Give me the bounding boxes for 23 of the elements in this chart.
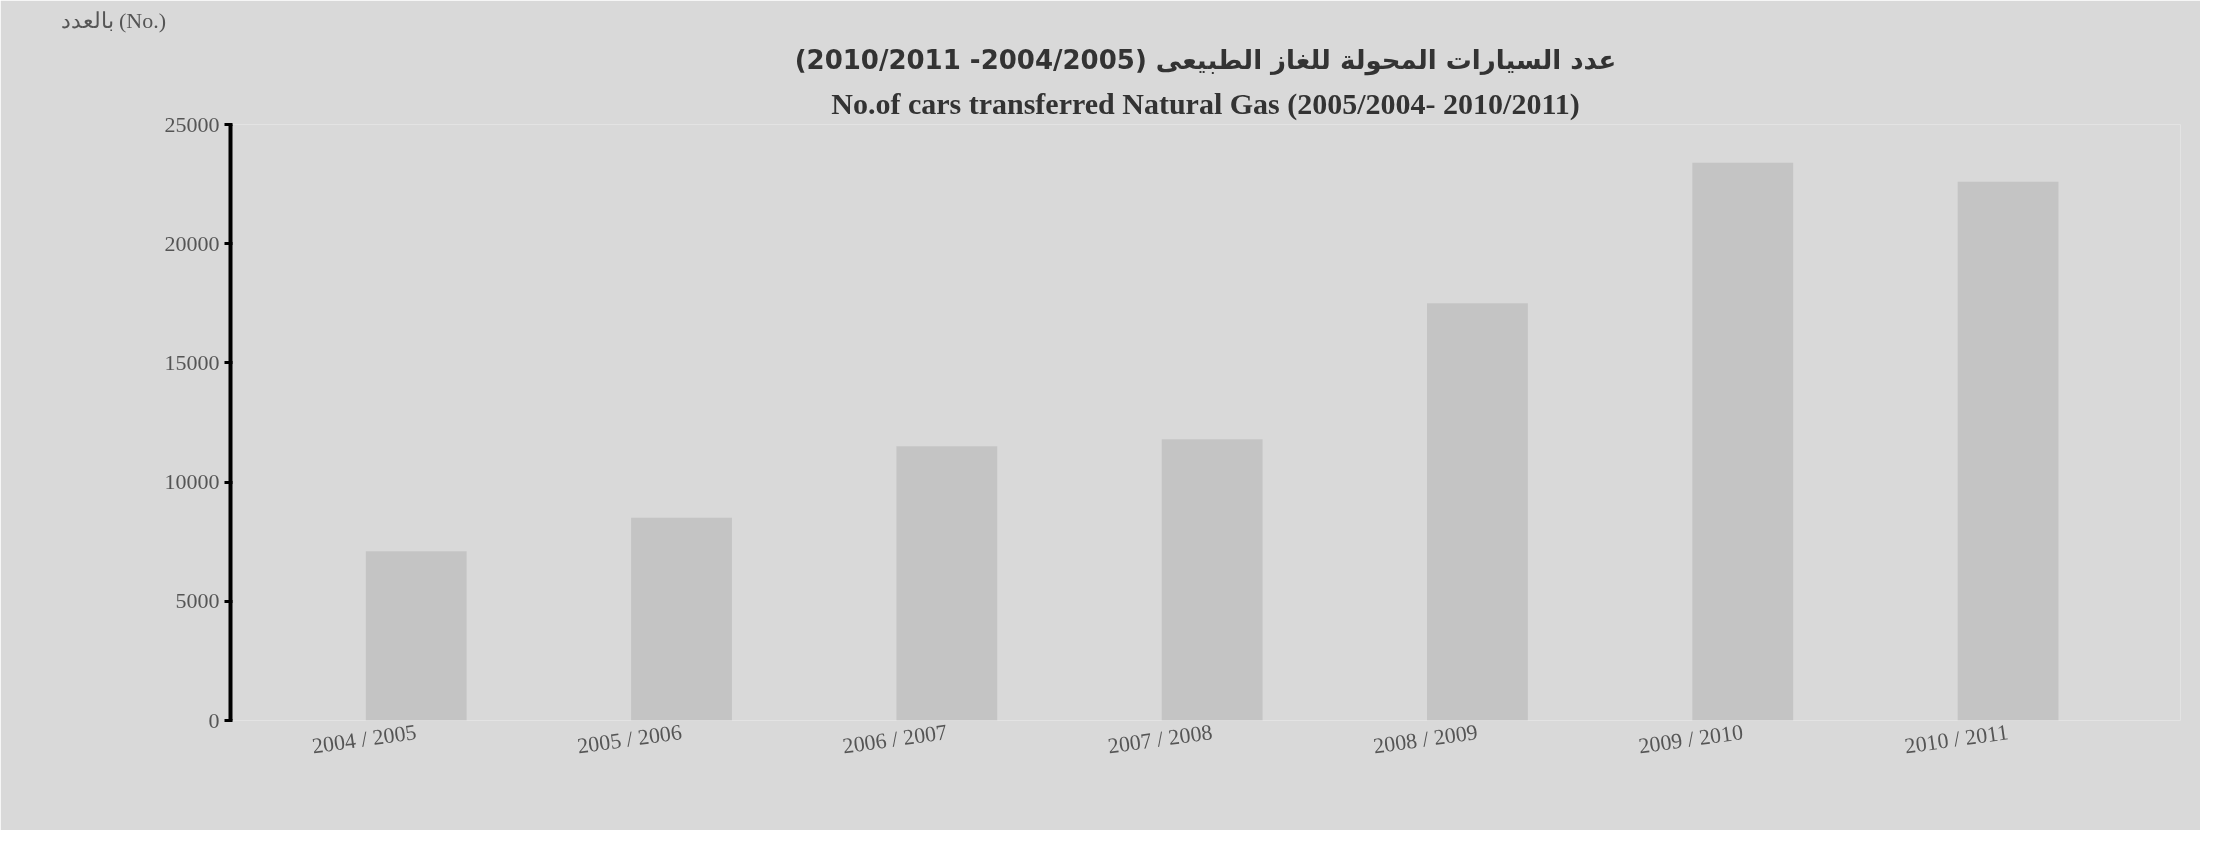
chart-title: عدد السيارات المحولة للغاز الطبيعى (2004/2005- 2010/2011) (794, 44, 1617, 76)
chart-subtitle: No.of cars transferred Natural Gas (2005/2004- 2010/2011) (831, 86, 1580, 121)
x-tick-label: 2009 / 2010 (1636, 719, 1745, 759)
x-tick-label: 2005 / 2006 (575, 719, 684, 759)
bar (1692, 162, 1794, 721)
y-tick-label: 5000 (175, 588, 220, 614)
x-tick-label: 2008 / 2009 (1371, 719, 1480, 759)
bar (1957, 181, 2059, 721)
y-tick-label: 20000 (164, 230, 220, 256)
y-axis-title: بالعدد (No.) (60, 7, 167, 33)
bar (896, 446, 998, 721)
x-tick-label: 2007 / 2008 (1106, 719, 1214, 759)
bar (631, 517, 732, 721)
bar (365, 551, 467, 721)
x-tick-label: 2006 / 2007 (841, 719, 949, 759)
bar (1427, 303, 1528, 721)
x-tick-label: 2004 / 2005 (310, 719, 418, 759)
y-tick-label: 25000 (164, 111, 220, 137)
y-tick-label: 10000 (164, 469, 220, 495)
y-tick-label: 15000 (164, 349, 220, 375)
bar (1161, 439, 1263, 721)
x-tick-label: 2010 / 2011 (1903, 719, 2010, 759)
y-tick-label: 0 (208, 707, 220, 733)
